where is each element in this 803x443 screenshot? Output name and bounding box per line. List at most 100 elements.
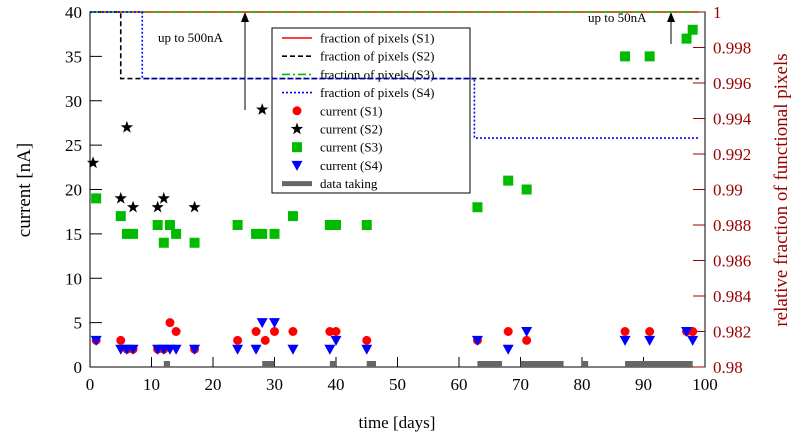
point xyxy=(361,344,373,355)
data-taking-bar xyxy=(262,361,275,367)
point xyxy=(521,327,533,337)
point xyxy=(188,200,201,213)
legend-label: fraction of pixels (S2) xyxy=(320,49,434,64)
point xyxy=(287,344,299,355)
y2-tick-label: 0.996 xyxy=(713,74,751,93)
fraction-line xyxy=(90,11,699,80)
x-axis-label: time [days] xyxy=(359,413,436,432)
point xyxy=(620,327,630,336)
y2-tick-label: 0.986 xyxy=(713,252,751,271)
annotation: up to 50nA xyxy=(588,10,647,25)
point xyxy=(503,327,513,336)
point xyxy=(619,335,631,346)
point xyxy=(270,327,279,336)
arrow-head xyxy=(667,12,675,22)
point xyxy=(233,335,243,345)
point xyxy=(170,344,182,355)
point xyxy=(171,228,182,239)
point xyxy=(269,228,280,239)
point xyxy=(189,344,201,355)
point xyxy=(324,220,335,230)
point xyxy=(126,200,140,213)
point xyxy=(114,191,127,204)
y-tick-label: 40 xyxy=(65,3,82,22)
legend-label: data taking xyxy=(320,176,378,191)
legend-swatch xyxy=(292,106,302,116)
point xyxy=(644,335,656,346)
point xyxy=(171,327,181,336)
point xyxy=(287,211,298,222)
point xyxy=(331,220,341,230)
x-tick-label: 50 xyxy=(389,375,406,394)
legend-label: current (S1) xyxy=(320,103,382,118)
data-taking-bar xyxy=(520,361,564,367)
data-taking-bar xyxy=(163,361,170,367)
x-tick-label: 20 xyxy=(205,375,222,394)
y-tick-label: 25 xyxy=(65,136,82,155)
annotation: up to 500nA xyxy=(158,30,224,45)
point xyxy=(251,327,261,336)
point xyxy=(91,193,102,204)
y-tick-label: 35 xyxy=(65,47,82,66)
point xyxy=(687,335,699,346)
y2-axis-label: relative fraction of functional pixels xyxy=(771,53,792,326)
point xyxy=(644,51,655,62)
point xyxy=(120,120,134,133)
point xyxy=(502,344,514,355)
y2-tick-label: 0.99 xyxy=(713,181,743,200)
point xyxy=(232,220,243,230)
point xyxy=(189,237,200,248)
point xyxy=(251,228,262,239)
y-tick-label: 10 xyxy=(65,269,82,288)
y-axis-label: current [nA] xyxy=(14,143,35,237)
legend xyxy=(271,27,471,194)
y2-tick-label: 0.992 xyxy=(713,145,751,164)
point xyxy=(645,327,655,336)
x-tick-label: 80 xyxy=(574,375,591,394)
point xyxy=(128,228,139,239)
point xyxy=(521,184,532,195)
data-taking-bar xyxy=(582,361,589,367)
point xyxy=(330,335,342,346)
y-tick-label: 20 xyxy=(65,181,82,200)
y-tick-label: 15 xyxy=(65,225,82,244)
point xyxy=(151,200,164,213)
point xyxy=(472,202,483,213)
point xyxy=(250,344,262,355)
point xyxy=(471,335,483,346)
x-tick-label: 30 xyxy=(266,375,283,394)
point xyxy=(127,344,139,355)
y2-tick-label: 0.984 xyxy=(713,287,752,306)
point xyxy=(260,335,270,345)
y2-tick-label: 0.994 xyxy=(713,110,752,129)
fraction-line xyxy=(90,11,699,139)
point xyxy=(116,335,126,345)
point xyxy=(115,211,126,222)
point xyxy=(157,191,170,204)
point xyxy=(232,344,244,355)
legend-swatch xyxy=(290,122,304,135)
x-tick-label: 90 xyxy=(635,375,652,394)
arrow-head xyxy=(241,12,249,22)
point xyxy=(362,335,372,345)
data-taking-bar xyxy=(366,361,376,367)
x-tick-label: 100 xyxy=(692,375,718,394)
legend-label: fraction of pixels (S4) xyxy=(320,85,434,100)
x-tick-label: 60 xyxy=(451,375,468,394)
point xyxy=(269,318,280,329)
y2-tick-label: 0.998 xyxy=(713,39,751,58)
data-taking-bar xyxy=(477,361,503,367)
point xyxy=(165,318,175,328)
y-tick-label: 5 xyxy=(74,314,83,333)
point xyxy=(256,318,268,329)
x-tick-label: 40 xyxy=(328,375,345,394)
point xyxy=(256,103,269,115)
y2-tick-label: 0.98 xyxy=(713,358,743,377)
y-tick-label: 30 xyxy=(65,92,82,111)
legend-label: current (S2) xyxy=(320,122,382,137)
legend-label: fraction of pixels (S1) xyxy=(320,31,434,46)
data-taking-bar xyxy=(329,361,336,367)
legend-swatch xyxy=(291,160,303,171)
point xyxy=(288,327,298,336)
